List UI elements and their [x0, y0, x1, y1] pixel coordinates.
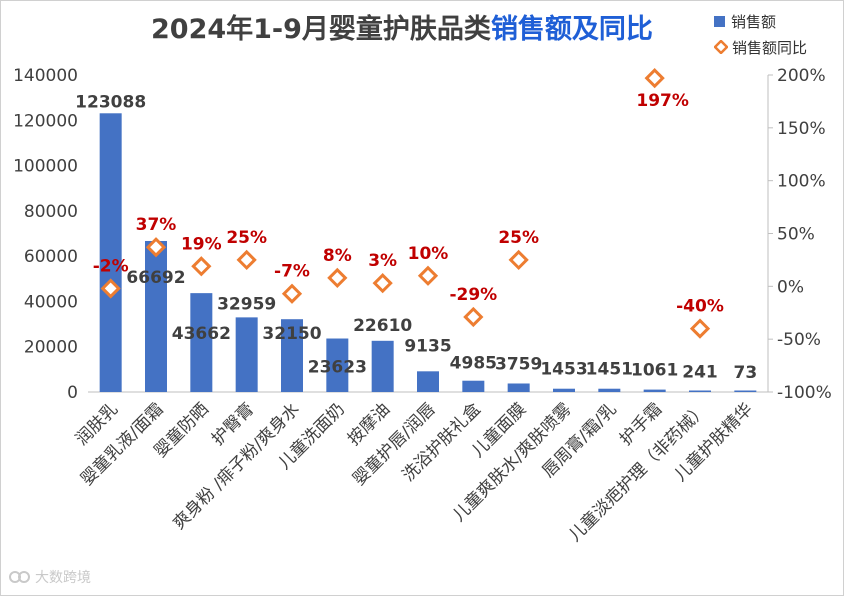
bar-value-label: 1451	[586, 360, 633, 380]
yoy-label: 3%	[368, 251, 397, 271]
bar	[145, 240, 167, 392]
yoy-label: 19%	[181, 234, 222, 254]
y-right-tick-label: 0%	[777, 277, 804, 297]
bar	[598, 388, 621, 392]
bar	[281, 319, 303, 392]
bar-value-label: 43662	[172, 324, 231, 344]
bar-value-label: 241	[682, 362, 718, 382]
yoy-marker	[100, 278, 121, 299]
yoy-marker	[417, 265, 439, 286]
yoy-marker	[372, 273, 393, 294]
bar	[326, 338, 349, 392]
bar	[462, 380, 485, 392]
yoy-label: 37%	[136, 215, 177, 235]
bar	[553, 388, 575, 392]
bar	[734, 390, 757, 392]
yoy-marker	[191, 256, 212, 277]
legend-bar-label: 销售额	[731, 12, 777, 31]
y-left-tick-label: 20000	[24, 338, 78, 358]
bar	[190, 293, 213, 392]
diamond-marker-icon	[714, 40, 728, 54]
yoy-label: 10%	[408, 244, 449, 264]
bar-value-label: 3759	[495, 354, 542, 374]
yoy-label: -2%	[93, 256, 129, 276]
yoy-marker	[689, 318, 711, 339]
legend-item-bar: 销售额	[714, 8, 807, 34]
bar	[643, 389, 666, 392]
bar-value-label: 23623	[308, 358, 367, 378]
y-right-tick-label: 150%	[777, 119, 826, 139]
yoy-marker	[463, 306, 484, 328]
yoy-marker	[236, 249, 257, 271]
bar	[235, 317, 258, 392]
y-right-tick-label: -100%	[777, 383, 832, 403]
title-main: 2024年1-9月婴童护肤品类	[151, 14, 491, 45]
bar	[417, 371, 439, 392]
y-left-tick-label: 40000	[24, 292, 78, 312]
legend-line-label: 销售额同比	[732, 38, 808, 57]
yoy-label: -40%	[676, 297, 724, 317]
logo-icon	[9, 571, 30, 583]
bar	[371, 340, 394, 392]
bar-value-label: 73	[733, 363, 757, 383]
bar-value-label: 4985	[450, 354, 497, 374]
yoy-label: -7%	[274, 262, 310, 282]
yoy-label: 8%	[323, 246, 352, 266]
yoy-marker	[145, 237, 167, 258]
y-left-tick-label: 100000	[13, 157, 78, 177]
yoy-label: 197%	[636, 91, 689, 111]
legend-item-line: 销售额同比	[714, 34, 807, 60]
chart-title: 2024年1-9月婴童护肤品类销售额及同比	[151, 7, 653, 47]
y-left-tick-label: 0	[67, 383, 78, 403]
yoy-label: 25%	[498, 228, 539, 248]
yoy-label: 25%	[226, 228, 267, 248]
y-right-tick-label: 200%	[777, 66, 826, 86]
legend: 销售额 销售额同比	[714, 8, 807, 60]
bar-value-label: 32150	[262, 324, 321, 344]
y-left-tick-label: 120000	[13, 111, 78, 131]
y-left-tick-label: 60000	[24, 247, 78, 267]
yoy-marker	[644, 68, 665, 89]
bar-value-label: 123088	[75, 92, 146, 112]
y-right-tick-label: 100%	[777, 172, 826, 192]
y-left-tick-label: 140000	[13, 66, 78, 86]
bar	[689, 390, 711, 392]
bar-value-label: 9135	[404, 336, 451, 356]
bar-value-label: 1061	[631, 361, 678, 381]
yoy-marker	[281, 283, 303, 304]
y-left-tick-label: 80000	[24, 202, 78, 222]
watermark: 大数跨境	[9, 567, 91, 587]
bar-value-label: 32959	[217, 294, 276, 314]
bar-value-label: 66692	[126, 268, 185, 288]
bar-value-label: 22610	[353, 316, 412, 336]
y-right-tick-label: -50%	[777, 330, 821, 350]
bar-value-label: 1453	[540, 360, 587, 380]
watermark-text: 大数跨境	[35, 570, 91, 586]
y-right-tick-label: 50%	[777, 225, 815, 245]
bar-swatch-icon	[714, 15, 725, 27]
yoy-label: -29%	[449, 285, 497, 305]
bar	[507, 383, 530, 392]
title-highlight: 销售额及同比	[490, 14, 653, 45]
bar	[99, 113, 122, 392]
yoy-marker	[508, 249, 529, 271]
yoy-marker	[327, 267, 348, 289]
